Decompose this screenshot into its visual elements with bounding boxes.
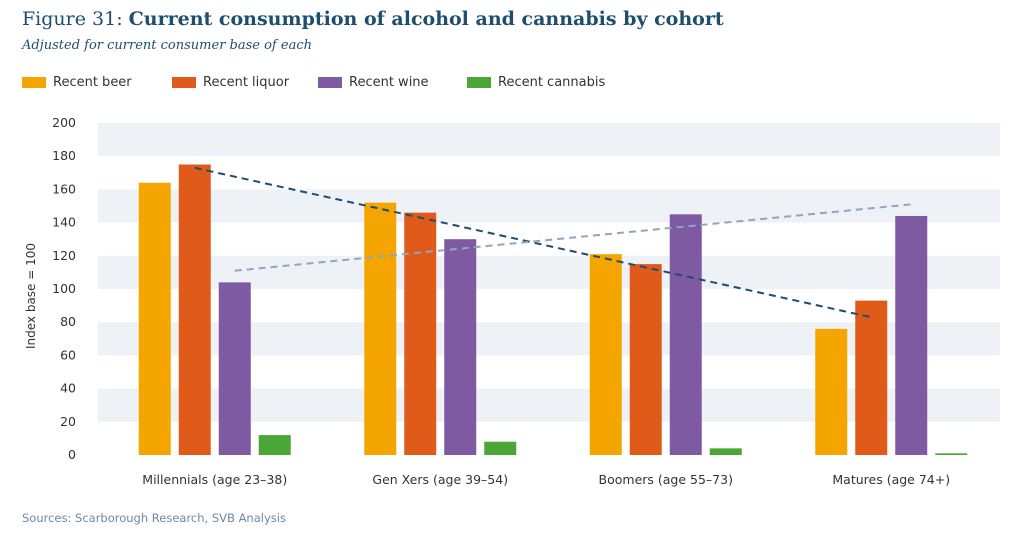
y-tick-label: 200 xyxy=(52,115,76,130)
legend-swatch-cannabis xyxy=(467,77,491,88)
legend-label-liquor: Recent liquor xyxy=(203,75,290,90)
grid-band xyxy=(98,123,1000,157)
trendlines xyxy=(194,166,912,319)
legend-swatch-liquor xyxy=(172,77,196,88)
x-axis-ticks: Millennials (age 23–38) Gen Xers (age 39–… xyxy=(142,472,950,487)
trendline-liquor xyxy=(194,166,872,319)
bar-wine xyxy=(444,239,477,455)
legend-label-wine: Recent wine xyxy=(349,75,429,90)
bar-beer xyxy=(815,328,848,455)
chart-subtitle: Adjusted for current consumer base of ea… xyxy=(22,38,312,53)
y-tick-label: 80 xyxy=(60,314,76,329)
legend-swatch-wine xyxy=(318,77,342,88)
title-text: Current consumption of alcohol and canna… xyxy=(128,8,724,30)
bar-beer xyxy=(138,182,171,455)
bar-liquor xyxy=(178,164,211,455)
legend-item-cannabis: Recent cannabis xyxy=(467,75,605,90)
legend-label-beer: Recent beer xyxy=(53,75,132,90)
trendline-wine xyxy=(234,203,912,272)
x-tick-label: Gen Xers (age 39–54) xyxy=(372,472,508,487)
legend-item-liquor: Recent liquor xyxy=(172,75,289,90)
y-tick-label: 60 xyxy=(60,347,76,362)
grid-band xyxy=(98,189,1000,223)
bar-liquor xyxy=(855,300,888,455)
x-tick-label: Millennials (age 23–38) xyxy=(142,472,287,487)
figure-number: Figure 31: xyxy=(22,8,123,30)
y-tick-label: 20 xyxy=(60,414,76,429)
bar-cannabis xyxy=(258,435,291,455)
y-tick-label: 40 xyxy=(60,381,76,396)
y-tick-label: 160 xyxy=(52,181,76,196)
chart-title: Figure 31: Current consumption of alcoho… xyxy=(22,8,724,30)
y-tick-label: 140 xyxy=(52,215,76,230)
bar-beer xyxy=(364,202,397,455)
y-tick-label: 180 xyxy=(52,148,76,163)
y-axis-label: Index base = 100 xyxy=(24,243,38,349)
y-tick-label: 0 xyxy=(68,447,76,462)
x-tick-label: Boomers (age 55–73) xyxy=(599,472,733,487)
x-tick-label: Matures (age 74+) xyxy=(832,472,950,487)
bar-wine xyxy=(895,215,928,455)
bar-liquor xyxy=(629,264,662,455)
legend-item-beer: Recent beer xyxy=(22,75,132,90)
bar-wine xyxy=(669,214,702,455)
y-tick-label: 120 xyxy=(52,248,76,263)
legend-label-cannabis: Recent cannabis xyxy=(498,75,606,90)
bar-cannabis xyxy=(484,441,517,455)
bars xyxy=(138,164,968,455)
bar-cannabis xyxy=(935,453,968,455)
y-tick-label: 100 xyxy=(52,281,76,296)
bar-wine xyxy=(218,282,251,455)
source-note: Sources: Scarborough Research, SVB Analy… xyxy=(22,511,286,525)
y-axis-ticks: 0 20 40 60 80 100 120 140 160 180 200 xyxy=(52,115,76,462)
bar-liquor xyxy=(404,212,437,455)
legend-item-wine: Recent wine xyxy=(318,75,429,90)
bar-beer xyxy=(589,254,622,455)
legend-swatch-beer xyxy=(22,77,46,88)
bar-cannabis xyxy=(709,448,742,455)
